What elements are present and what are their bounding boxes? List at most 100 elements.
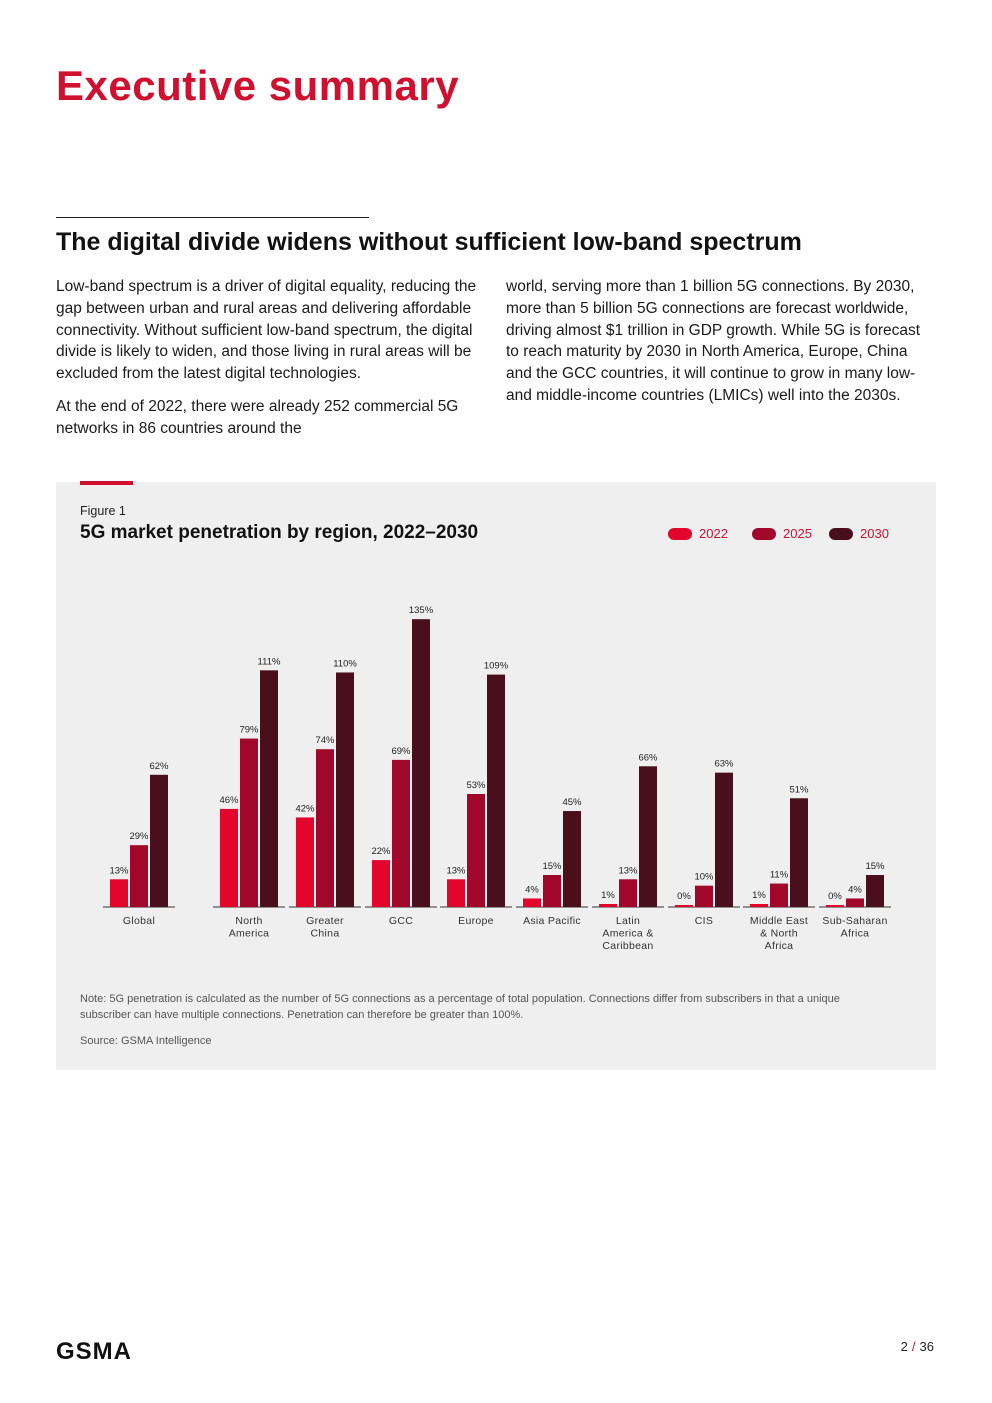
bar-2022 [372,860,390,907]
bar-2030 [336,672,354,907]
category-label: China [311,928,340,940]
category-label: America & [602,928,653,940]
section-rule [56,217,369,218]
legend-label: 2022 [699,526,728,541]
bar-2025 [392,759,410,907]
figure-accent-bar [80,481,133,485]
data-label: 4% [848,884,862,895]
data-label: 53% [466,780,486,791]
bar-2025 [846,898,864,907]
bar-2022 [826,905,844,907]
data-label: 45% [562,797,582,808]
bar-2030 [866,875,884,907]
data-label: 62% [149,761,169,772]
body-column-left: Low-band spectrum is a driver of digital… [56,276,486,451]
legend-label: 2030 [860,526,889,541]
data-label: 1% [752,890,766,901]
data-label: 10% [694,872,714,883]
data-label: 63% [714,759,734,770]
category-label: America [229,928,270,940]
legend-swatch [829,527,853,540]
bar-2022 [447,879,465,907]
bar-2025 [130,845,148,907]
category-label: Africa [765,940,794,952]
page-current: 2 [900,1339,908,1354]
figure-title: 5G market penetration by region, 2022–20… [80,522,479,543]
data-label: 111% [258,656,281,667]
paragraph: Low-band spectrum is a driver of digital… [56,278,477,383]
data-label: 29% [129,831,149,842]
data-label: 135% [409,605,434,616]
bar-2022 [523,898,541,907]
section-heading: The digital divide widens without suffic… [56,228,802,256]
paragraph: world, serving more than 1 billion 5G co… [506,278,921,404]
paragraph: At the end of 2022, there were already 2… [56,397,459,437]
category-label: & North [760,928,798,940]
bar-2025 [316,749,334,907]
bar-2025 [695,885,713,907]
bar-2025 [467,793,485,907]
data-label: 1% [601,890,615,901]
category-label: Asia Pacific [523,915,581,927]
category-label: Sub-Saharan [822,915,887,927]
category-label: Global [123,915,155,927]
data-label: 51% [789,784,809,795]
bar-2030 [487,674,505,907]
category-label: North [235,915,262,927]
data-label: 15% [542,861,562,872]
bar-2030 [715,772,733,907]
category-label: Greater [306,915,344,927]
page-title: Executive summary [56,62,460,109]
data-label: 74% [315,735,335,746]
bar-2030 [150,774,168,907]
bar-2025 [770,883,788,907]
legend-item-2030: 2030 [829,526,889,541]
legend-swatch [752,527,776,540]
bar-2030 [563,811,581,907]
bar-2022 [110,879,128,907]
figure-source: Source: GSMA Intelligence [80,1035,212,1047]
data-label: 79% [239,725,259,736]
data-label: 69% [391,746,411,757]
figure-panel: Figure 1 5G market penetration by region… [56,482,936,1070]
data-label: 66% [638,752,658,763]
data-label: 15% [865,861,885,872]
bar-2025 [619,879,637,907]
legend-swatch [668,527,692,540]
data-label: 4% [525,884,539,895]
bar-2030 [639,766,657,907]
body-column-right: world, serving more than 1 billion 5G co… [506,276,936,418]
category-label: Europe [458,915,494,927]
bar-2030 [412,619,430,907]
category-label: Middle East [750,915,808,927]
page-separator: / [911,1339,916,1354]
page-number: 2/36 [901,1339,934,1354]
data-label: 22% [371,846,391,857]
data-label: 46% [219,795,239,806]
bar-2022 [750,904,768,907]
category-label: Latin [616,915,640,927]
figure-note: Note: 5G penetration is calculated as th… [80,993,840,1021]
bar-2030 [790,798,808,907]
legend-label: 2025 [783,526,812,541]
legend-item-2022: 2022 [668,526,728,541]
data-label: 13% [109,865,129,876]
bar-2025 [240,738,258,907]
data-label: 0% [677,891,691,902]
data-label: 11% [770,870,789,881]
legend-item-2025: 2025 [752,526,812,541]
bar-2030 [260,670,278,907]
page-total: 36 [919,1339,934,1354]
bar-2025 [543,875,561,907]
data-label: 42% [295,803,315,814]
bar-2022 [675,905,693,907]
category-label: Africa [841,928,870,940]
data-label: 109% [484,661,509,672]
category-label: GCC [389,915,413,927]
category-label: CIS [695,915,713,927]
bar-2022 [599,904,617,907]
figure-label: Figure 1 [80,504,126,518]
bar-2022 [220,808,238,907]
data-label: 13% [618,865,638,876]
